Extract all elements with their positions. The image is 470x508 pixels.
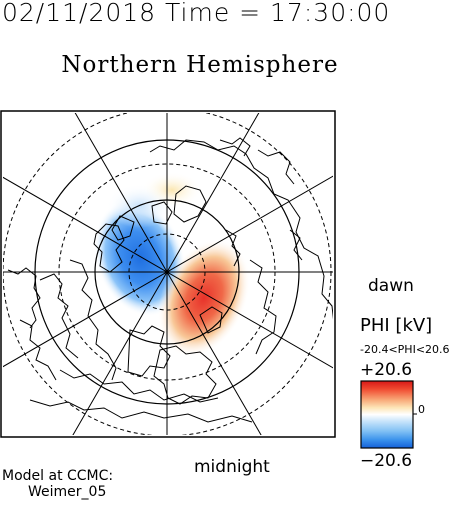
colorbar-zero-label: 0 bbox=[418, 403, 425, 416]
dawn-label: dawn bbox=[368, 276, 414, 296]
colorbar-min-label: −20.6 bbox=[360, 451, 413, 471]
colorbar-range: -20.4<PHI<20.6 bbox=[360, 343, 450, 356]
colorbar-max-label: +20.6 bbox=[360, 360, 413, 380]
date-time-label: 02/11/2018 Time = 17:30:00 bbox=[2, 0, 391, 27]
colorbar bbox=[360, 380, 417, 449]
midnight-label: midnight bbox=[194, 457, 270, 477]
colorbar-title: PHI [kV] bbox=[360, 315, 433, 336]
colorbar-gradient bbox=[360, 380, 414, 449]
polar-potential-map bbox=[0, 110, 336, 438]
plot-title: Northern Hemisphere bbox=[61, 52, 339, 78]
model-credit-line1: Model at CCMC: bbox=[2, 468, 114, 484]
potential-pattern bbox=[93, 172, 251, 357]
model-credit-line2: Weimer_05 bbox=[28, 484, 107, 500]
meridian-lines bbox=[3, 113, 333, 435]
